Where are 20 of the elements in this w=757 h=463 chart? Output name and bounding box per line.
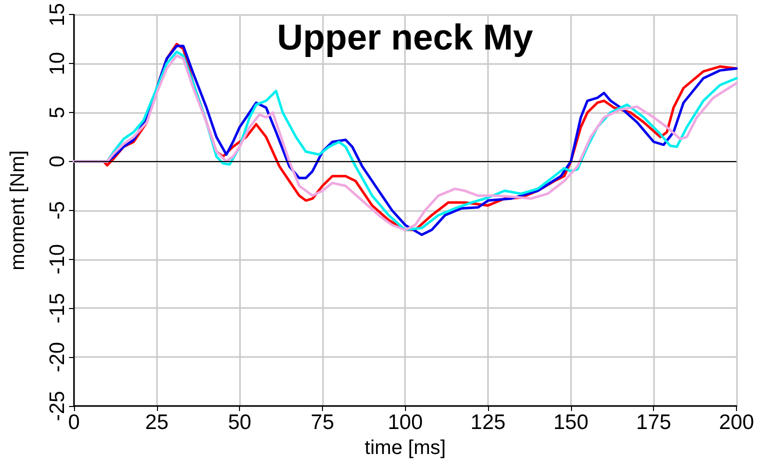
x-tick-label: 50 bbox=[228, 411, 252, 434]
y-axis-title: moment [Nm] bbox=[7, 150, 29, 270]
x-tick-label: 100 bbox=[388, 411, 423, 434]
y-tick-label: 15 bbox=[46, 3, 69, 26]
y-tick-label: 0 bbox=[46, 156, 69, 168]
y-tick-label: -10 bbox=[46, 244, 69, 274]
x-axis-title: time [ms] bbox=[364, 437, 446, 459]
y-tick-label: 5 bbox=[46, 106, 69, 118]
x-tick-label: 175 bbox=[636, 411, 672, 434]
x-tick-label: 150 bbox=[553, 411, 588, 434]
y-tick-label: -5 bbox=[46, 200, 69, 220]
x-tick-label: 25 bbox=[145, 411, 168, 434]
chart-title: Upper neck My bbox=[276, 16, 534, 58]
y-tick-label: 10 bbox=[46, 52, 69, 76]
y-tick-label: -20 bbox=[46, 342, 69, 372]
x-tick-label: 200 bbox=[718, 411, 754, 434]
x-tick-label: 125 bbox=[470, 411, 506, 434]
y-tick-label: -15 bbox=[46, 292, 69, 324]
y-tick-label: -25 bbox=[46, 390, 69, 422]
x-tick-label: 75 bbox=[310, 411, 334, 434]
